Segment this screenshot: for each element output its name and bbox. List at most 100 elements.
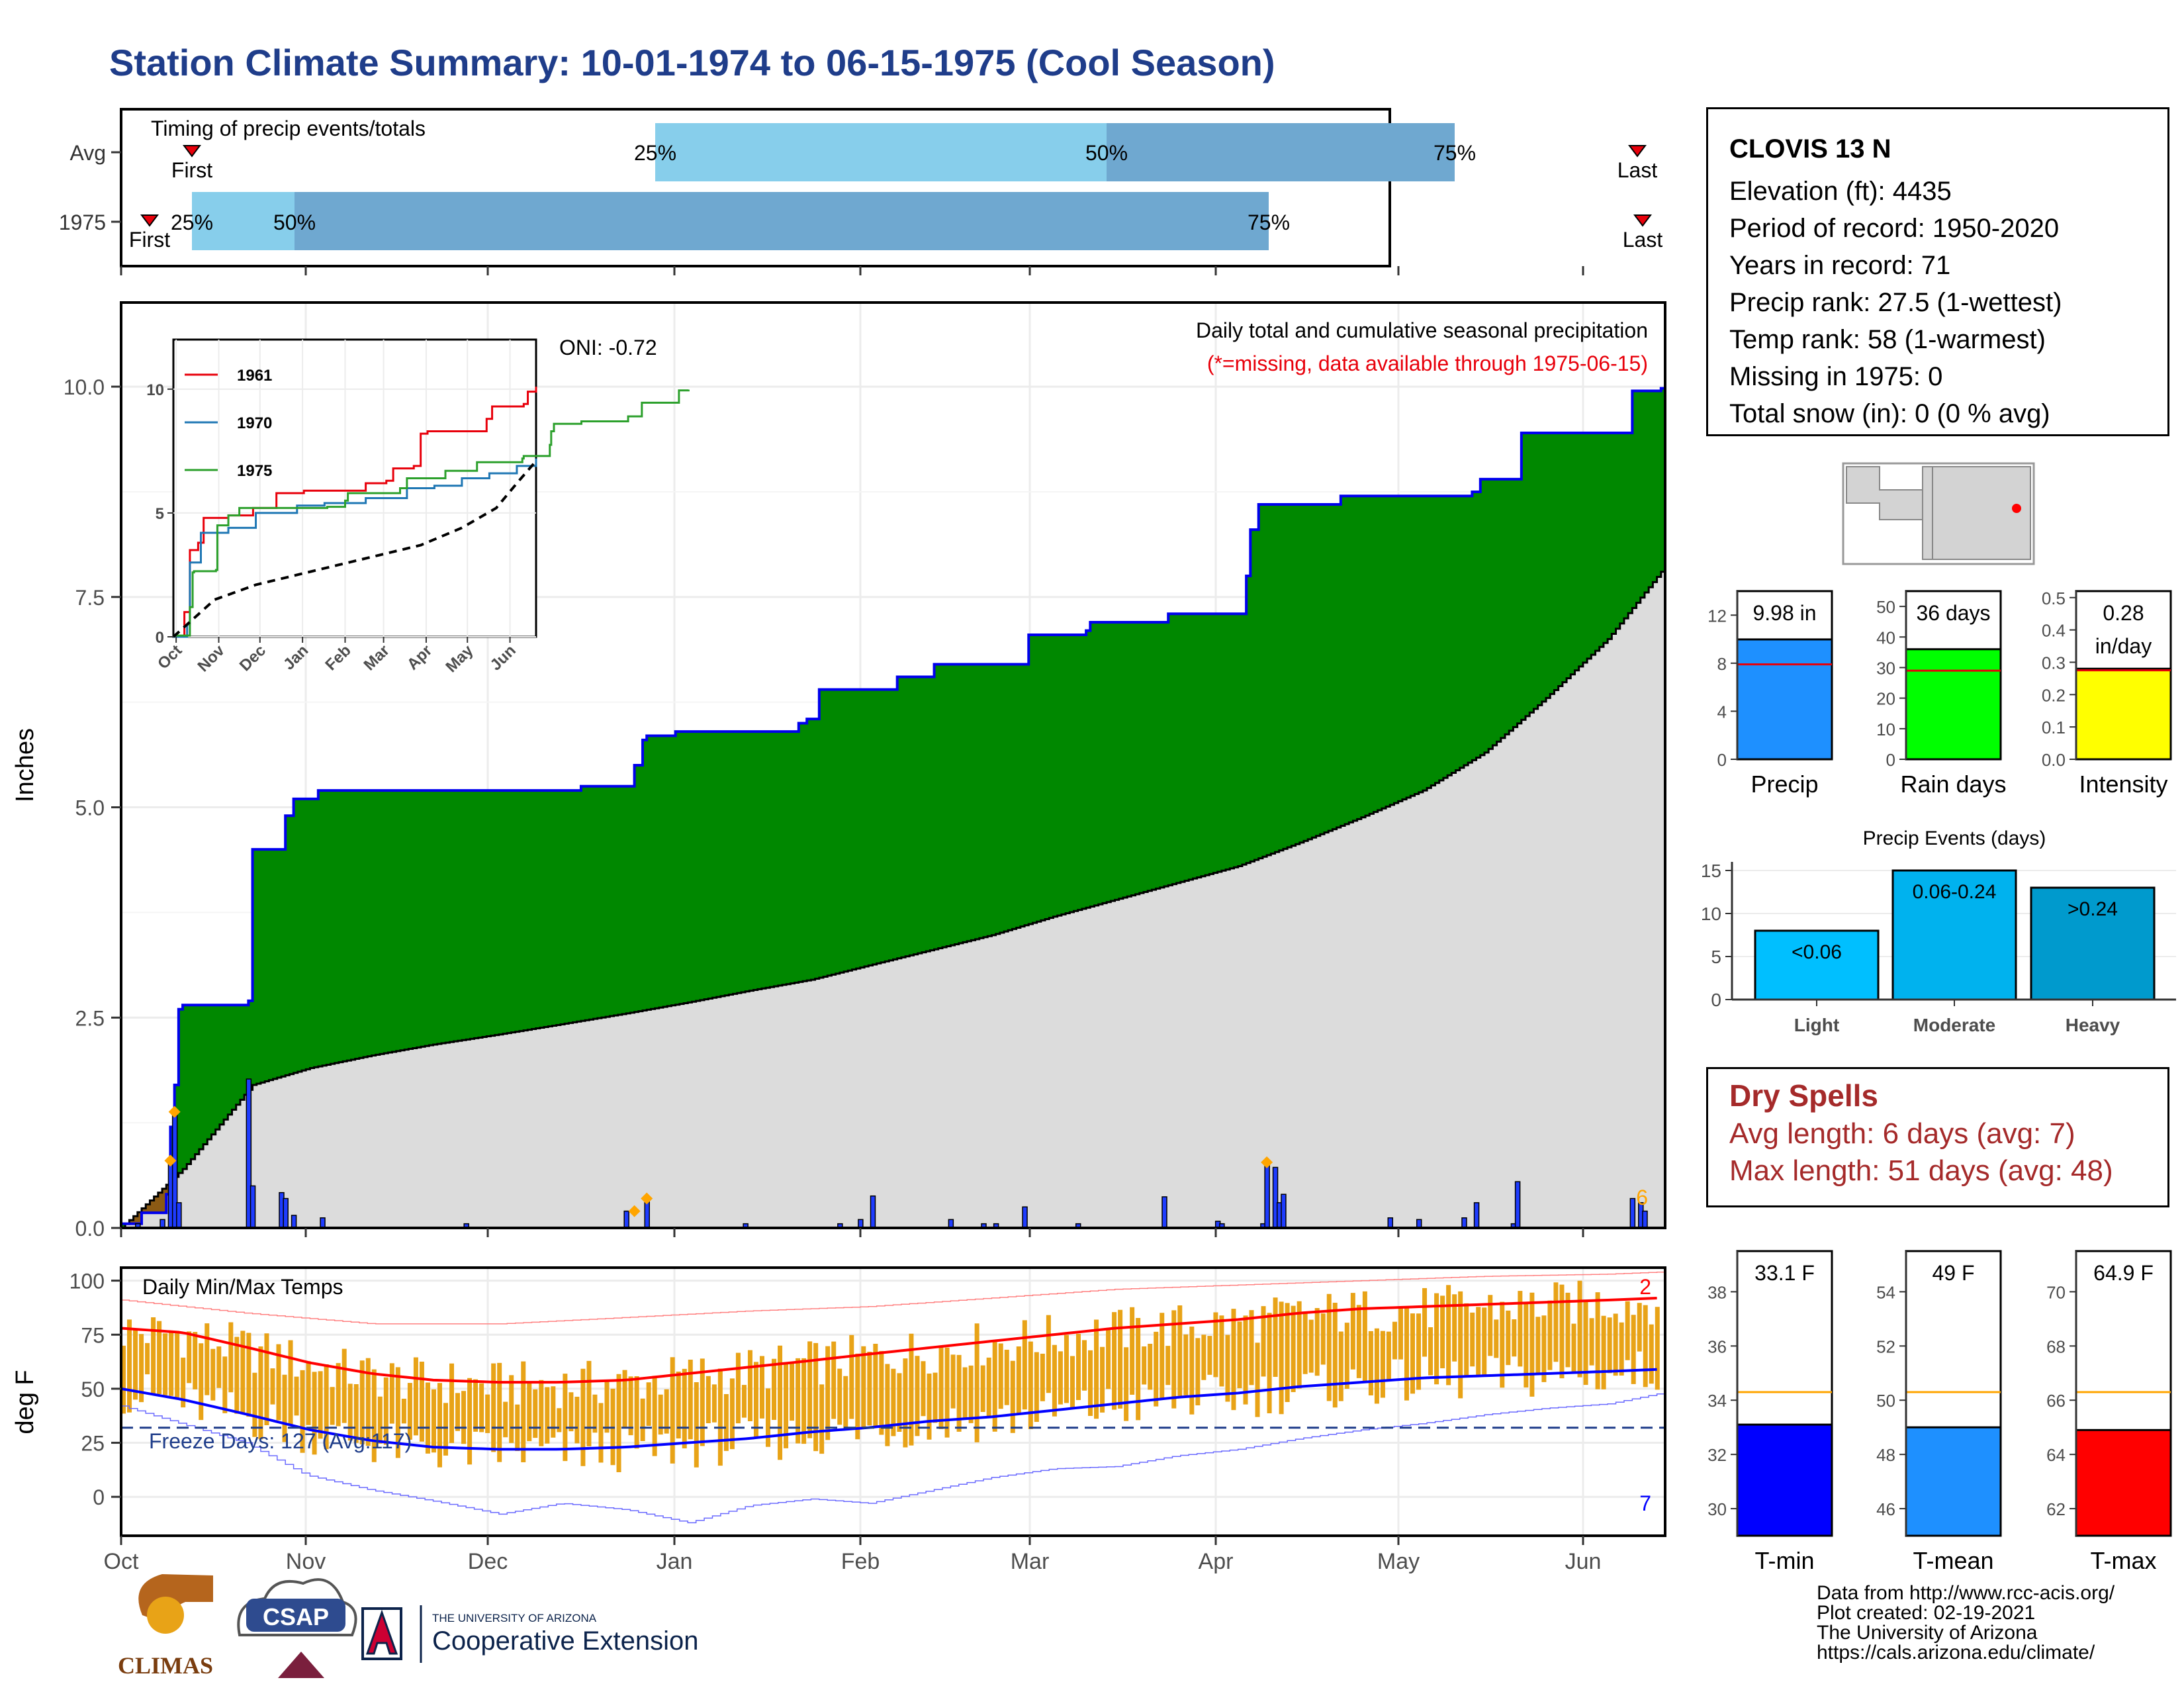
inset-panel bbox=[172, 338, 537, 638]
minichart-y-tick-label: 0.2 bbox=[2042, 685, 2066, 705]
precip-y-axis-label: Inches bbox=[11, 728, 39, 802]
minichart-y-tick-label: 68 bbox=[2046, 1336, 2066, 1356]
precip-cumulative-1975-line bbox=[121, 387, 1665, 1225]
credits: Data from http://www.rcc-acis.org/ Plot … bbox=[1817, 1583, 2115, 1663]
minichart-y-tick-label: 12 bbox=[1707, 606, 1727, 626]
precip-daily-bar bbox=[1022, 1206, 1028, 1229]
minichart-y-tick-label: 50 bbox=[1876, 597, 1895, 617]
timing-bar-q25-q50-avg bbox=[655, 123, 1107, 181]
minichart-y-tick-label: 0.4 bbox=[2042, 621, 2066, 641]
precip-daily-bar bbox=[250, 1185, 256, 1229]
precip-daily-bar bbox=[291, 1215, 297, 1229]
csap-logo-badge bbox=[246, 1599, 345, 1632]
minichart-value-label: 64.9 F bbox=[2093, 1261, 2154, 1285]
oni-label: ONI: -0.72 bbox=[559, 336, 657, 359]
minichart-category-label: T-mean bbox=[1913, 1547, 1993, 1574]
station-missing: Missing in 1975: 0 bbox=[1729, 362, 1943, 391]
precip-panel-frame bbox=[120, 301, 1666, 1229]
station-snow: Total snow (in): 0 (0 % avg) bbox=[1729, 399, 2050, 428]
snow-marker bbox=[1261, 1156, 1273, 1168]
station-elevation: Elevation (ft): 4435 bbox=[1729, 177, 1952, 206]
minichart-category-label: Intensity bbox=[2079, 771, 2167, 798]
inset-series-1961 bbox=[173, 387, 537, 638]
dry-spells-panel: Dry Spells Avg length: 6 days (avg: 7) M… bbox=[1706, 1067, 2169, 1207]
minichart-value-label: 9.98 in bbox=[1752, 601, 1816, 625]
precip-rank-label: 6 bbox=[1636, 1186, 1648, 1209]
temp-record-min-line bbox=[121, 1393, 1665, 1524]
temp-rank-bottom: 7 bbox=[1639, 1491, 1651, 1515]
temp-x-tick-label: May bbox=[1377, 1549, 1420, 1574]
credit-line-plot: Plot created: 02-19-2021 bbox=[1817, 1602, 2036, 1624]
minichart-y-tick-label: 40 bbox=[1876, 628, 1895, 647]
precip-subtitle: Daily total and cumulative seasonal prec… bbox=[1196, 318, 1648, 342]
precip-daily-bar bbox=[1387, 1217, 1394, 1229]
minichart-category-label: Rain days bbox=[1900, 771, 2006, 798]
minichart-y-tick-label: 38 bbox=[1707, 1282, 1727, 1302]
timing-avg-p25: 25% bbox=[634, 141, 676, 165]
missing-note: (*=missing, data available through 1975-… bbox=[1207, 352, 1648, 375]
minichart-y-tick-label: 66 bbox=[2046, 1391, 2066, 1411]
timing-last-label-y1975: Last bbox=[1623, 228, 1663, 252]
credit-line-univ: The University of Arizona bbox=[1817, 1622, 2038, 1644]
temp-panel-frame bbox=[120, 1266, 1666, 1537]
temp-avg-max-line bbox=[120, 1296, 1657, 1384]
temp-x-tick-label: Nov bbox=[286, 1549, 326, 1574]
temp-y-tick-label: 75 bbox=[81, 1323, 105, 1347]
precip-events-category: Moderate bbox=[1913, 1015, 1995, 1035]
precip-y-tick-label: 7.5 bbox=[75, 586, 105, 610]
logos: CLIMAS CSAP THE UNIVERSITY OF ARIZONA Coope… bbox=[118, 1574, 698, 1679]
credit-line-url: https://cals.arizona.edu/climate/ bbox=[1817, 1642, 2095, 1664]
timing-1975-p75: 75% bbox=[1248, 211, 1290, 234]
station-precip-rank: Precip rank: 27.5 (1-wettest) bbox=[1729, 288, 2062, 317]
credit-line-data: Data from http://www.rcc-acis.org/ bbox=[1817, 1582, 2115, 1604]
timing-first-marker-y1975 bbox=[140, 214, 159, 227]
minichart-y-tick-label: 0.3 bbox=[2042, 653, 2066, 673]
snow-marker bbox=[628, 1205, 641, 1217]
precip-y-tick-label: 10.0 bbox=[64, 375, 105, 399]
timing-bar-q25-q50-y1975 bbox=[192, 192, 295, 250]
precip-average-line bbox=[121, 571, 1665, 1229]
temp-y-tick-label: 100 bbox=[69, 1270, 105, 1293]
timing-bar-q50-q75-avg bbox=[1107, 123, 1455, 181]
precip-events-chart: Precip Events (days) <0.06 Light 0.06-0.24 M… bbox=[1701, 827, 2176, 1035]
temp-daily-range-bars bbox=[121, 1280, 1660, 1473]
minichart-category-label: T-min bbox=[1755, 1547, 1815, 1574]
precip-daily-bar bbox=[1461, 1217, 1467, 1229]
station-period: Period of record: 1950-2020 bbox=[1729, 214, 2060, 243]
precip-events-value-label: <0.06 bbox=[1792, 941, 1842, 963]
temp-x-tick-label: Feb bbox=[841, 1549, 880, 1574]
temp-x-tick-label: Jan bbox=[657, 1549, 693, 1574]
precip-daily-bar bbox=[1514, 1181, 1521, 1229]
timing-row-label-avg: Avg bbox=[69, 141, 106, 165]
temp-avg-min-line bbox=[120, 1368, 1657, 1451]
minichart-totals-precip: 0 4 8 12 9.98 in Precip bbox=[1707, 590, 1833, 798]
minichart-y-tick-label: 52 bbox=[1876, 1336, 1895, 1356]
timing-first-marker-avg bbox=[183, 145, 201, 158]
minichart-value-label: 33.1 F bbox=[1754, 1261, 1815, 1285]
inset-series-1975 bbox=[173, 389, 690, 637]
climas-logo-text: CLIMAS bbox=[118, 1652, 213, 1679]
precip-events-y-tick-label: 15 bbox=[1701, 861, 1721, 881]
precip-events-category: Light bbox=[1794, 1015, 1839, 1035]
station-location-dot bbox=[2012, 504, 2021, 513]
precip-events-y-tick-label: 5 bbox=[1711, 947, 1721, 967]
minichart-value-label: 49 F bbox=[1932, 1261, 1974, 1285]
ua-logo-big-text: Cooperative Extension bbox=[432, 1626, 698, 1656]
precip-y-tick-label: 2.5 bbox=[75, 1006, 105, 1030]
minichart-y-tick-label: 32 bbox=[1707, 1445, 1727, 1465]
temp-y-tick-label: 0 bbox=[93, 1485, 105, 1509]
minichart-y-tick-label: 0.1 bbox=[2042, 718, 2066, 737]
temp-rank-top: 2 bbox=[1639, 1275, 1651, 1299]
dry-spells-avg: Avg length: 6 days (avg: 7) bbox=[1729, 1117, 2075, 1150]
timing-1975-p50: 50% bbox=[273, 211, 316, 234]
minichart-y-tick-label: 8 bbox=[1717, 654, 1727, 674]
freeze-days-label: Freeze Days: 127 (Avg:117) bbox=[149, 1429, 412, 1453]
minichart-bar bbox=[1905, 648, 2002, 761]
minichart-tmin: 30 32 34 36 38 33.1 F T-min bbox=[1707, 1250, 1833, 1574]
precip-daily-bar bbox=[1629, 1197, 1636, 1229]
inset-legend-label: 1970 bbox=[237, 414, 272, 432]
minichart-y-tick-label: 10 bbox=[1876, 720, 1895, 739]
minichart-y-tick-label: 0 bbox=[1717, 750, 1727, 770]
timing-avg-p75: 75% bbox=[1433, 141, 1476, 165]
snow-marker bbox=[164, 1154, 177, 1167]
